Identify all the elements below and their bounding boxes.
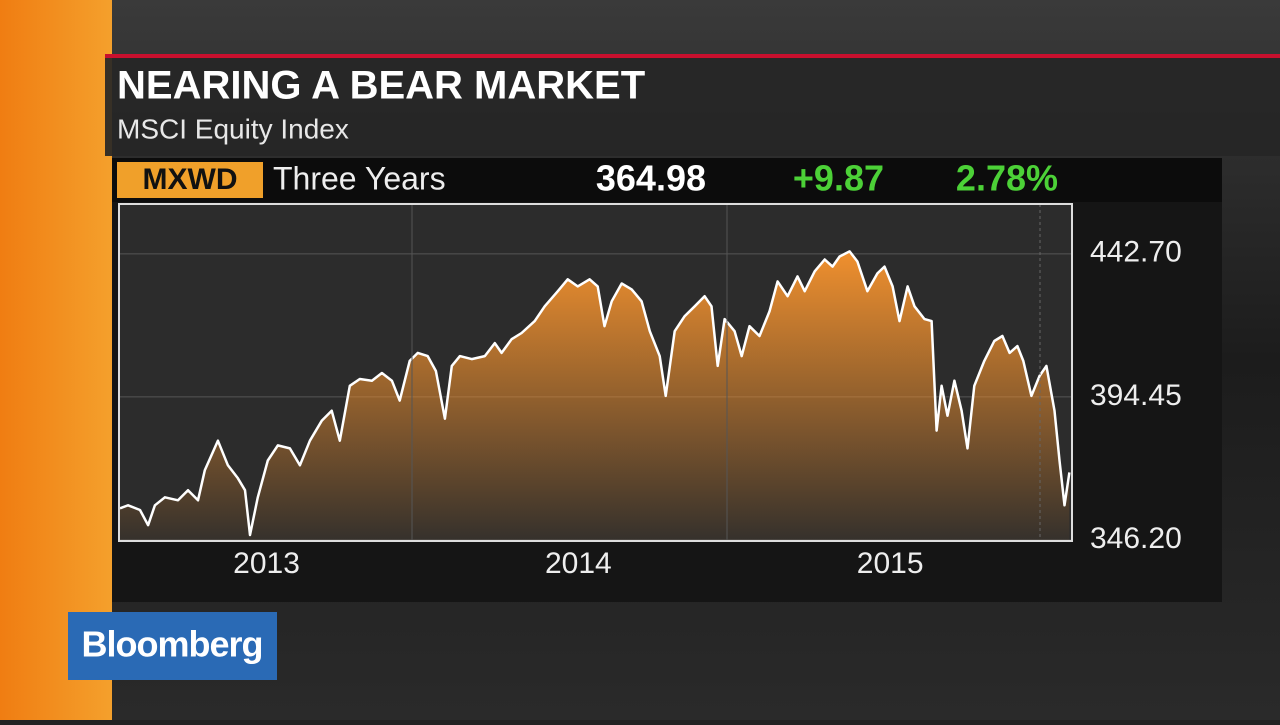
- logo: Bloomberg: [81, 624, 262, 665]
- title-panel: [105, 58, 1280, 156]
- ticker-box: [117, 162, 263, 198]
- logo-box: [68, 612, 277, 680]
- y-tick-label: 346.20: [1090, 522, 1182, 555]
- y-tick-label: 394.45: [1090, 379, 1182, 412]
- x-tick-label: 2015: [857, 547, 924, 580]
- side-strip: [0, 0, 112, 720]
- area-fill: [120, 251, 1070, 540]
- price-line: [119, 250, 1071, 537]
- percent-change: 2.78%: [956, 158, 1058, 199]
- quote-bar: [112, 158, 1222, 202]
- ticker: MXWD: [143, 163, 238, 196]
- subtitle: MSCI Equity Index: [117, 113, 349, 144]
- x-tick-label: 2014: [545, 547, 612, 580]
- plot-frame: [118, 203, 1073, 542]
- y-tick-label: 442.70: [1090, 236, 1182, 269]
- net-change: +9.87: [793, 158, 884, 199]
- title: NEARING A BEAR MARKET: [117, 64, 645, 108]
- period: Three Years: [273, 160, 446, 196]
- last-price: 364.98: [596, 158, 706, 199]
- x-tick-label: 2013: [233, 547, 300, 580]
- red-rule: [105, 54, 1280, 58]
